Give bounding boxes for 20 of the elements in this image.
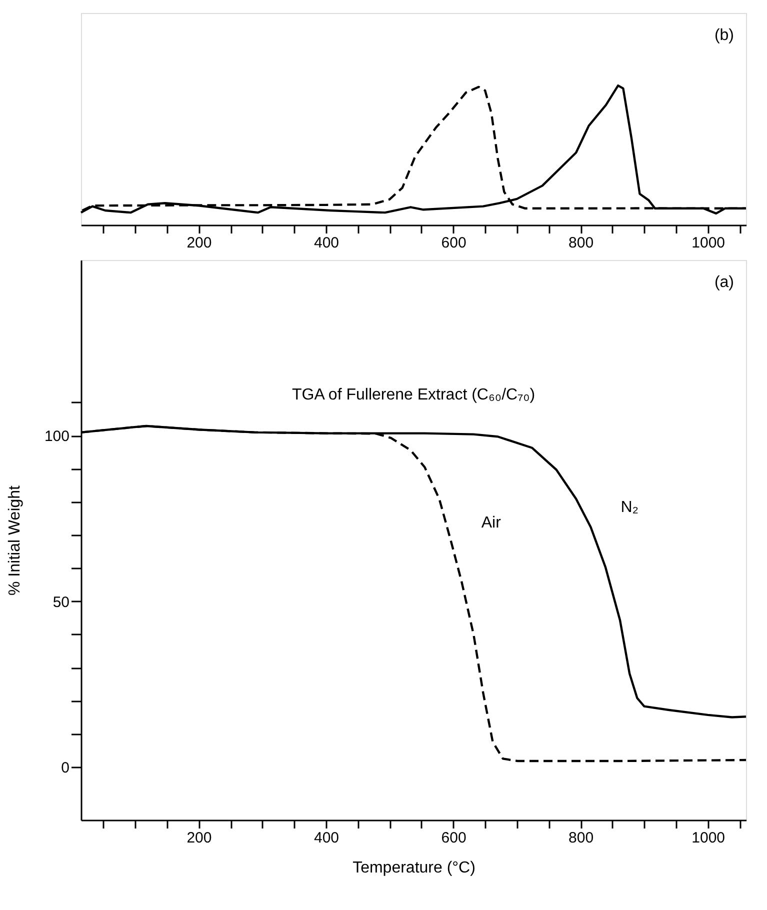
x-tick-label: 600 [441,830,466,846]
text: TGA of Fullerene Extract (C₆₀/C₇₀) [292,386,536,404]
x-axis-title: Temperature (°C) [352,860,476,876]
x-tick-label: 600 [441,234,466,252]
x-tick-label: 400 [314,830,340,846]
x-tick-label: 400 [314,234,340,252]
text: (b) [714,27,734,44]
x-tick-label: 200 [186,234,212,252]
y-tick-label: 100 [44,428,70,446]
x-tick-label: 1000 [692,830,726,846]
x-tick-label: 800 [568,830,594,846]
annotation: (a) [714,274,734,291]
y-axis-title: % Initial Weight [6,484,24,596]
x-tick-label: 1000 [692,234,726,252]
y-tick-label: 0 [61,759,70,776]
annotation: Air [481,514,502,532]
x-tick-label: 800 [568,234,594,252]
y-tick-label: 50 [52,594,70,611]
x-tick-label: 200 [186,830,212,846]
annotation: N₂ [620,499,638,516]
